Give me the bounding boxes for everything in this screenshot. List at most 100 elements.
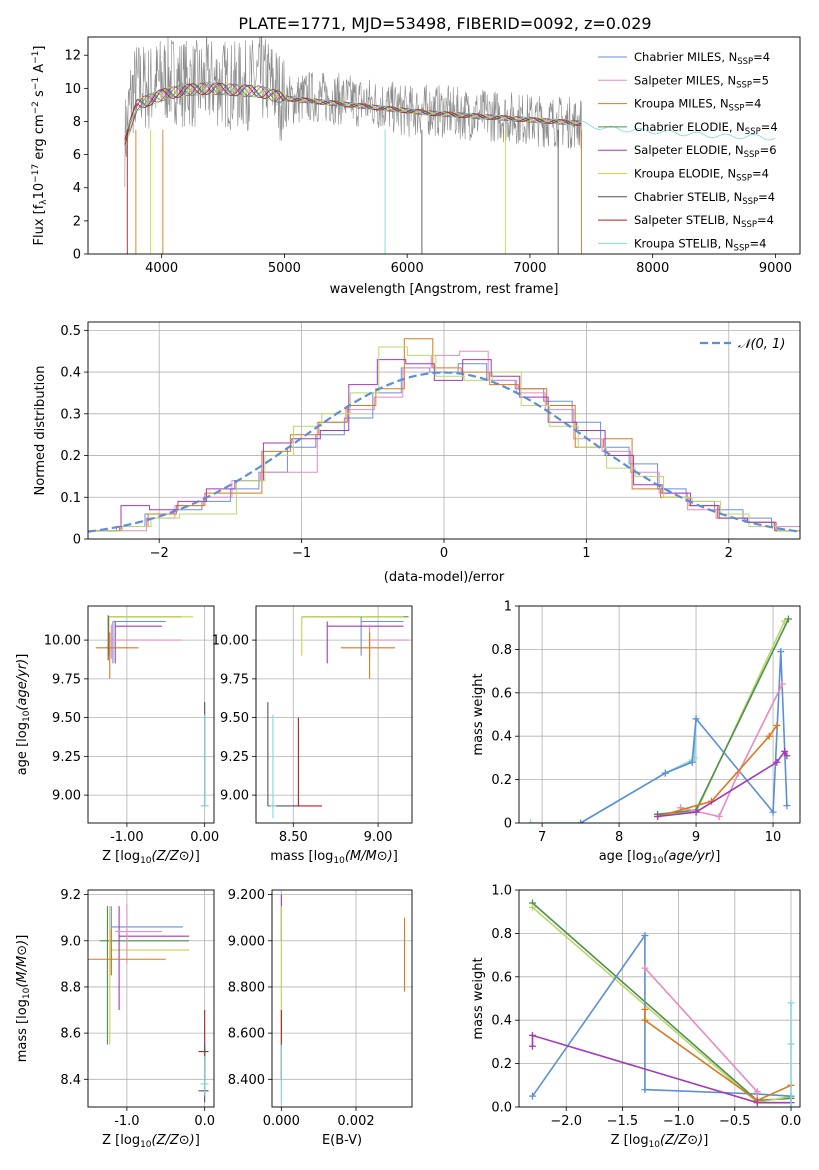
panel-spectrum: 4000 5000 6000 7000 8000 9000 0 2 4 6 8 10 12 wavelen… [31, 36, 801, 297]
y-tick-label: 0.6 [491, 970, 512, 985]
legend-sub: SSP [734, 243, 750, 253]
y-tick-label: 1.0 [491, 884, 512, 899]
legend-label: 𝒩(0, 1) [738, 337, 785, 352]
legend-main: Salpeter ELODIE, N [634, 143, 744, 157]
gaussian-curve [88, 371, 800, 533]
x-tick-label: 6000 [391, 261, 424, 276]
weight-marker [661, 769, 669, 777]
weight-marker [528, 1031, 536, 1039]
weight-marker [692, 808, 700, 816]
weight-marker [641, 932, 649, 940]
y-tick-label: 12 [64, 49, 81, 64]
y-tick-label: 8.800 [228, 980, 265, 995]
legend-main: Salpeter MILES, N [634, 73, 736, 87]
weight-marker [641, 1086, 649, 1094]
weight-marker [769, 808, 777, 816]
y-tick-label: 9.75 [52, 672, 81, 687]
weight-marker [787, 999, 795, 1007]
legend-main: Chabrier STELIB, N [634, 190, 742, 204]
legend-label: Chabrier STELIB, NSSP=4 [634, 190, 775, 207]
legend-main: Kroupa ELODIE, N [634, 167, 736, 181]
y-tick-label: 9.25 [52, 750, 81, 765]
weight-line [657, 724, 778, 818]
x-tick-label: 0.0 [781, 1114, 802, 1129]
x-axis-label: Z [log10(Z/Z⊙)] [102, 849, 200, 866]
panel-residuals: −2 −1 0 1 2 0 0.1 0.2 0.3 0.4 0.5 (data-model)/erro… [33, 321, 801, 585]
label-part: (Z/Z⊙) [152, 1133, 195, 1148]
legend-label: Kroupa MILES, NSSP=4 [634, 97, 761, 114]
y-tick-label: 9.50 [52, 711, 81, 726]
y-axis-label: age [log10(age/yr)] [15, 654, 32, 776]
label-part: (age/yr) [663, 849, 715, 864]
legend-sub: SSP [736, 80, 752, 90]
weight-marker [641, 1005, 649, 1013]
x-tick-label: 7 [538, 830, 546, 845]
legend-sub: SSP [729, 104, 745, 114]
y-tick-label: 0.8 [491, 643, 512, 658]
weight-marker [753, 1099, 761, 1107]
plot-area [124, 37, 776, 254]
weight-marker [641, 964, 649, 972]
y-axis-label: Flux [fλ10−17 erg cm−2 s−1 A−1] [31, 46, 49, 246]
label-part: (M/M⊙) [15, 940, 30, 988]
legend-label: Salpeter STELIB, NSSP=4 [634, 213, 774, 230]
y-tick-label: 0 [504, 817, 512, 832]
x-tick-label: 4000 [145, 261, 178, 276]
weight-marker [777, 648, 785, 656]
weight-marker [787, 1103, 795, 1107]
weight-marker [715, 812, 723, 820]
y-tick-label: 9.25 [220, 750, 249, 765]
plot-area [95, 615, 209, 807]
label-part: (M/M⊙) [345, 849, 393, 864]
label-part: −1 [31, 77, 41, 90]
y-tick-label: 8.6 [60, 1027, 81, 1042]
x-tick-label: −1.5 [607, 1114, 639, 1129]
weight-marker [527, 819, 535, 823]
legend-main: Kroupa MILES, N [634, 97, 729, 111]
panels: 4000 5000 6000 7000 8000 9000024681012wavelen… [15, 36, 802, 1150]
y-tick-label: 9.75 [220, 672, 249, 687]
y-tick-label: 0.2 [60, 449, 81, 464]
label-sub: 10 [652, 856, 664, 866]
y-tick-label: 6 [73, 148, 81, 163]
panel-z-vs-mass: -1.0 0.08.48.68.89.09.2Z [log10(Z/Z⊙)]mas… [15, 888, 215, 1150]
x-axis-label: wavelength [Angstrom, rest frame] [330, 282, 559, 297]
label-part: A [32, 64, 47, 77]
y-tick-label: 10.00 [44, 634, 81, 649]
panel-ebv-vs-mass: 0.000 0.002 8.400 8.600 8.800 9.000 9.200 E(B-V… [228, 888, 413, 1148]
weight-marker [641, 1016, 649, 1024]
y-tick-label: 2 [73, 214, 81, 229]
plot-area [528, 899, 795, 1107]
label-part: ] [393, 849, 398, 864]
y-tick-label: 9.00 [52, 789, 81, 804]
panel-mass-vs-age: 8.50 9.00 9.00 9.25 9.50 9.75 10.00 mass [log10… [212, 605, 413, 866]
plot-area [88, 903, 209, 1103]
y-tick-label: 9.50 [220, 711, 249, 726]
label-sub: 10 [333, 856, 345, 866]
x-tick-label: 8000 [636, 261, 669, 276]
axes-frame [87, 321, 801, 540]
y-tick-label: 0.4 [60, 366, 81, 381]
label-part: Z [log [102, 1133, 140, 1148]
y-tick-label: 9.000 [228, 934, 265, 949]
histogram-step [94, 346, 800, 532]
weight-marker [773, 758, 781, 766]
label-part: −1 [31, 51, 41, 64]
plot-area [527, 615, 792, 823]
x-tick-label: −1.0 [663, 1114, 695, 1129]
weight-line [531, 1034, 791, 1104]
legend-label: Kroupa STELIB, NSSP=4 [634, 236, 766, 253]
histogram-step [89, 350, 800, 532]
plot-area [267, 616, 409, 819]
legend-label: Chabrier MILES, NSSP=4 [634, 50, 770, 67]
legend-main: Salpeter STELIB, N [634, 213, 741, 227]
y-tick-label: 0 [73, 248, 81, 263]
x-tick-label: 5000 [268, 261, 301, 276]
label-part: ] [195, 1133, 200, 1148]
weight-line [644, 1009, 792, 1102]
label-part: ] [715, 849, 720, 864]
legend-sub: SSP [737, 57, 753, 67]
legend-sub: SSP [745, 127, 761, 137]
legend-main: Chabrier MILES, N [634, 50, 737, 64]
